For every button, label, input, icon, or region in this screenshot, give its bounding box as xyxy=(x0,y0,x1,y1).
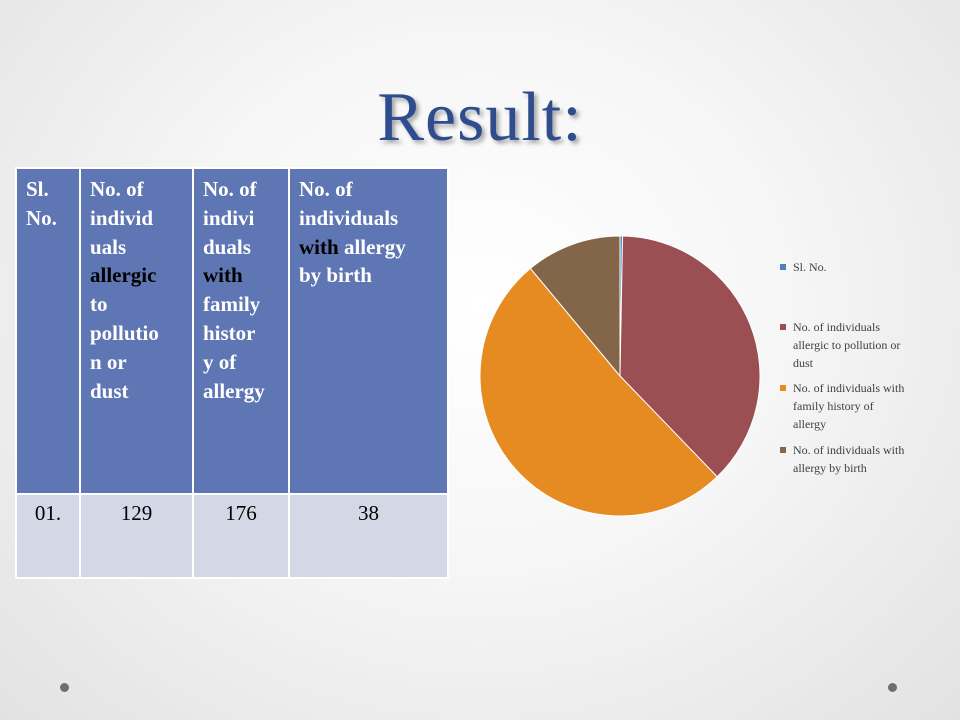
cell-allergic-pollution: 129 xyxy=(79,493,194,579)
cell-allergy-by-birth: 38 xyxy=(288,493,449,579)
cell-family-history: 176 xyxy=(192,493,290,579)
legend-item-family-history: No. of individuals with family history o… xyxy=(780,379,943,433)
header-allergy-by-birth: No. of individuals with allergy by birth xyxy=(288,167,449,495)
slide-nav-dot-left xyxy=(60,683,69,692)
legend-item-sl-no: Sl. No. xyxy=(780,258,943,276)
header-allergic-pollution: No. of individ uals allergic to pollutio… xyxy=(79,167,194,495)
pie-slice-3 xyxy=(529,235,621,378)
table-row: 01. 129 176 38 xyxy=(15,493,449,579)
legend-swatch xyxy=(780,385,786,391)
cell-sl-no: 01. xyxy=(15,493,81,579)
slide-nav-dot-right xyxy=(888,683,897,692)
header-sl-no: Sl. No. xyxy=(15,167,81,495)
legend-swatch xyxy=(780,264,786,270)
header-family-history: No. of indivi duals with family histor y… xyxy=(192,167,290,495)
pie-slice-1 xyxy=(619,235,761,478)
legend-swatch xyxy=(780,324,786,330)
pie-chart xyxy=(479,235,761,517)
pie-slice-2 xyxy=(479,267,718,517)
legend-swatch xyxy=(780,447,786,453)
result-table: Sl. No. No. of individ uals allergic to … xyxy=(15,167,449,579)
table-header-row: Sl. No. No. of individ uals allergic to … xyxy=(15,167,449,495)
legend-item-by-birth: No. of individuals with allergy by birth xyxy=(780,441,943,477)
legend-item-pollution: No. of individuals allergic to pollution… xyxy=(780,318,943,372)
slide-title: Result: xyxy=(377,79,583,156)
